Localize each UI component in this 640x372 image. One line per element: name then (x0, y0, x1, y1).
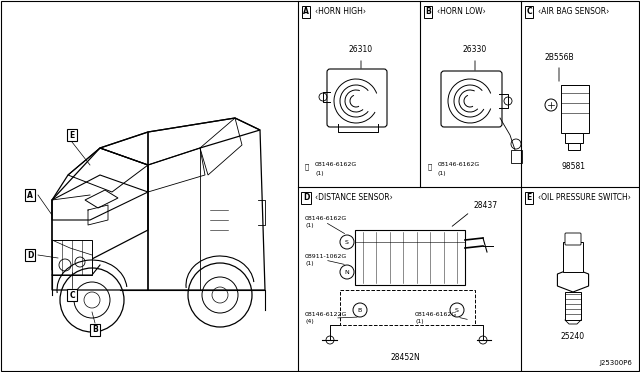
Text: D: D (27, 250, 33, 260)
Text: J25300P6: J25300P6 (599, 360, 632, 366)
FancyBboxPatch shape (565, 233, 581, 245)
Text: 08146-6162G: 08146-6162G (438, 163, 480, 167)
FancyBboxPatch shape (441, 71, 502, 127)
Bar (52, 240, 92, 275)
Text: (1): (1) (305, 262, 314, 266)
Text: ‹AIR BAG SENSOR›: ‹AIR BAG SENSOR› (538, 7, 609, 16)
Text: ‹HORN HIGH›: ‹HORN HIGH› (315, 7, 366, 16)
FancyBboxPatch shape (511, 150, 522, 163)
Text: C: C (69, 291, 75, 299)
Text: 08146-6162G: 08146-6162G (315, 163, 357, 167)
Text: S: S (345, 240, 349, 244)
Text: ‹HORN LOW›: ‹HORN LOW› (437, 7, 486, 16)
Text: B: B (425, 7, 431, 16)
Bar (565, 292, 581, 320)
Text: 08146-6162G: 08146-6162G (305, 215, 348, 221)
Text: (1): (1) (415, 320, 424, 324)
Text: B: B (92, 326, 98, 334)
Text: 98581: 98581 (561, 162, 585, 171)
Text: 2B556B: 2B556B (544, 53, 574, 62)
Text: 28437: 28437 (473, 201, 497, 210)
Text: E: E (526, 193, 532, 202)
Bar (568, 143, 580, 150)
Text: (1): (1) (438, 170, 447, 176)
Text: ‹OIL PRESSURE SWITCH›: ‹OIL PRESSURE SWITCH› (538, 193, 631, 202)
Text: 25240: 25240 (561, 332, 585, 341)
Text: ‹DISTANCE SENSOR›: ‹DISTANCE SENSOR› (315, 193, 393, 202)
Text: (1): (1) (305, 224, 314, 228)
Bar (561, 85, 589, 133)
Text: 26330: 26330 (463, 45, 487, 54)
Text: Ⓑ: Ⓑ (305, 164, 309, 170)
FancyBboxPatch shape (327, 69, 387, 127)
Bar (565, 133, 583, 143)
Text: 26310: 26310 (349, 45, 373, 54)
Text: N: N (344, 269, 349, 275)
Text: Ⓑ: Ⓑ (428, 164, 432, 170)
Text: C: C (526, 7, 532, 16)
Bar (340, 290, 475, 325)
Text: B: B (358, 308, 362, 312)
Text: (4): (4) (305, 320, 314, 324)
Text: (1): (1) (315, 170, 324, 176)
Text: A: A (27, 190, 33, 199)
Text: A: A (303, 7, 309, 16)
Text: 08146-6122G: 08146-6122G (305, 311, 348, 317)
Text: D: D (303, 193, 309, 202)
Text: S: S (455, 308, 459, 312)
Text: 08911-1062G: 08911-1062G (305, 253, 348, 259)
Bar (355, 230, 465, 285)
Text: 08146-6162G: 08146-6162G (415, 311, 457, 317)
Text: 28452N: 28452N (390, 353, 420, 362)
Bar (563, 242, 583, 272)
Text: E: E (69, 131, 75, 140)
